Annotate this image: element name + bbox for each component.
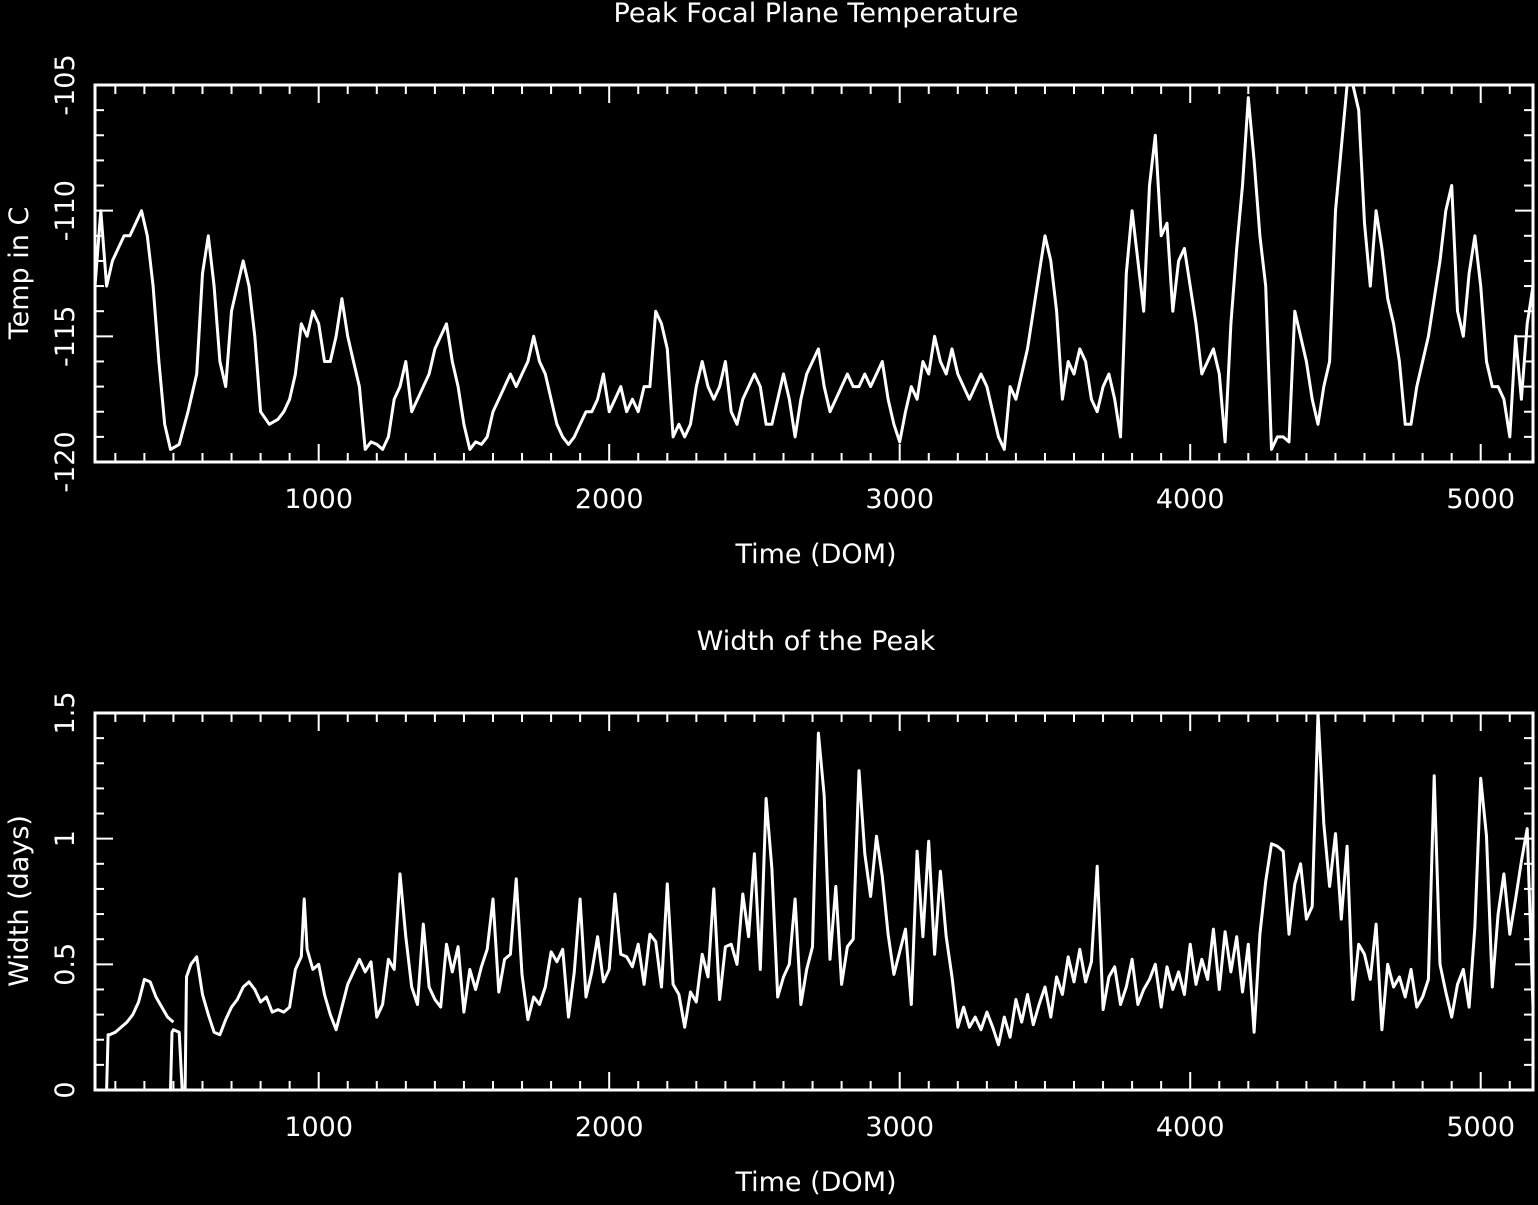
y-tick-label: -115 <box>50 306 81 367</box>
temperature-chart-title: Peak Focal Plane Temperature <box>614 0 1019 29</box>
width-x-tick-labels: 1000 2000 3000 4000 5000 <box>284 1112 1515 1143</box>
temperature-y-tick-labels: -120 -115 -110 -105 <box>50 54 81 492</box>
width-x-axis-label: Time (DOM) <box>734 1167 896 1198</box>
x-tick-label: 3000 <box>865 1112 934 1143</box>
temperature-y-axis-label: Temp in C <box>4 207 35 341</box>
width-series-segment <box>105 977 175 1091</box>
width-series-segment <box>169 1028 184 1091</box>
x-tick-label: 1000 <box>284 484 353 515</box>
width-y-axis-label: Width (days) <box>4 815 35 987</box>
y-tick-label: 1.5 <box>50 692 81 735</box>
width-chart-title: Width of the Peak <box>697 626 936 657</box>
x-tick-label: 4000 <box>1156 1112 1225 1143</box>
x-tick-label: 2000 <box>575 1112 644 1143</box>
width-series-lines <box>105 711 1535 1091</box>
temperature-x-tick-labels: 1000 2000 3000 4000 5000 <box>284 484 1515 515</box>
temperature-ticks <box>95 84 1533 463</box>
y-tick-label: -110 <box>50 180 81 241</box>
x-tick-label: 5000 <box>1446 1112 1515 1143</box>
width-series-segment <box>183 711 1535 1091</box>
y-tick-label: 1 <box>50 830 81 847</box>
temperature-plot-frame <box>93 83 1535 464</box>
temperature-panel: Peak Focal Plane Temperature -120 -115 -11… <box>4 0 1535 570</box>
width-ticks <box>95 712 1533 1091</box>
temperature-x-axis-label: Time (DOM) <box>734 539 896 570</box>
y-tick-label: -105 <box>50 54 81 115</box>
width-y-tick-labels: 0 0.5 1 1.5 <box>50 692 81 1099</box>
y-tick-label: 0 <box>50 1081 81 1098</box>
temperature-series-line <box>93 83 1535 451</box>
x-tick-label: 3000 <box>865 484 934 515</box>
x-tick-label: 4000 <box>1156 484 1225 515</box>
y-tick-label: 0.5 <box>50 943 81 986</box>
y-tick-label: -120 <box>50 431 81 492</box>
x-tick-label: 2000 <box>575 484 644 515</box>
x-tick-label: 5000 <box>1446 484 1515 515</box>
width-panel: Width of the Peak 0 0.5 1 1.5 1000 2000 3000 4… <box>4 626 1535 1198</box>
x-tick-label: 1000 <box>284 1112 353 1143</box>
width-plot-frame <box>93 711 1535 1092</box>
